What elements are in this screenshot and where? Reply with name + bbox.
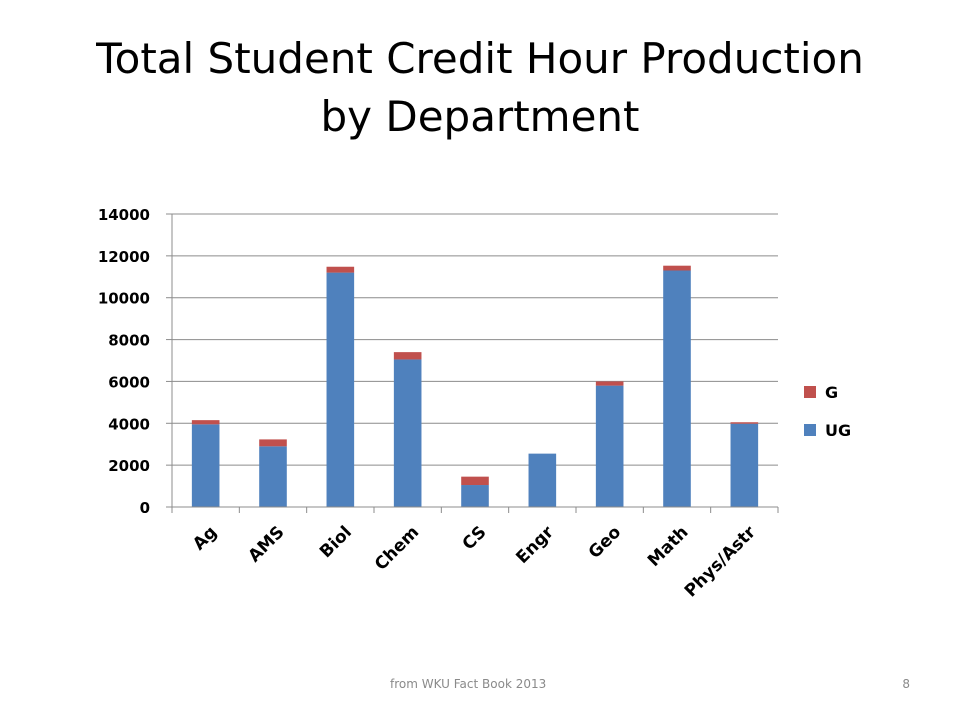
- y-tick-label: 8000: [108, 332, 150, 350]
- y-tick-label: 10000: [98, 290, 150, 308]
- y-tick-label: 4000: [108, 415, 150, 433]
- category-label: Biol: [316, 522, 356, 562]
- bar-ug-engr: [528, 453, 557, 507]
- axes: [166, 213, 779, 513]
- y-tick-label: 0: [140, 499, 150, 517]
- y-tick-label: 2000: [108, 457, 150, 475]
- page-number: 8: [902, 677, 910, 691]
- bar-g-cs: [461, 476, 489, 486]
- legend-swatch-g: [804, 386, 816, 398]
- bar-g-phys-astr: [730, 422, 759, 424]
- slide-title-line-2: by Department: [320, 92, 640, 141]
- bar-g-geo: [595, 381, 624, 386]
- bar-ug-phys-astr: [730, 423, 759, 507]
- bar-g-ams: [259, 439, 287, 447]
- bar-ug-math: [663, 270, 691, 507]
- bar-g-chem: [393, 352, 422, 360]
- y-tick-label: 14000: [98, 206, 150, 224]
- category-label: Geo: [585, 522, 625, 562]
- y-tick-label: 6000: [108, 373, 150, 391]
- category-label: AMS: [244, 522, 288, 566]
- legend-label-ug: UG: [825, 421, 851, 440]
- bar-ug-biol: [326, 272, 355, 507]
- bar-ug-chem: [393, 359, 422, 507]
- legend-swatch-ug: [804, 424, 816, 436]
- legend-label-g: G: [825, 383, 838, 402]
- bars: [191, 265, 759, 507]
- y-tick-labels: 0 2000 4000 6000 8000 10000 12000 14000: [98, 206, 150, 517]
- bar-ug-ams: [259, 446, 287, 507]
- bar-g-math: [663, 265, 691, 271]
- category-label: Phys/Astr: [681, 522, 760, 601]
- category-label: Ag: [189, 522, 221, 554]
- slide-title-line-1: Total Student Credit Hour Production: [96, 34, 864, 83]
- footer-source: from WKU Fact Book 2013: [390, 677, 547, 691]
- bar-ug-cs: [461, 485, 489, 507]
- category-label: Chem: [371, 522, 423, 574]
- bar-g-ag: [191, 420, 220, 425]
- category-label: CS: [459, 522, 491, 554]
- legend: G UG: [804, 383, 851, 440]
- category-label: Engr: [512, 522, 558, 568]
- bar-g-biol: [326, 266, 355, 273]
- bar-ug-ag: [191, 424, 220, 507]
- category-label: Math: [644, 522, 693, 571]
- y-tick-label: 12000: [98, 248, 150, 266]
- bar-ug-geo: [595, 385, 624, 507]
- slide-title: Total Student Credit Hour Production by …: [0, 30, 960, 146]
